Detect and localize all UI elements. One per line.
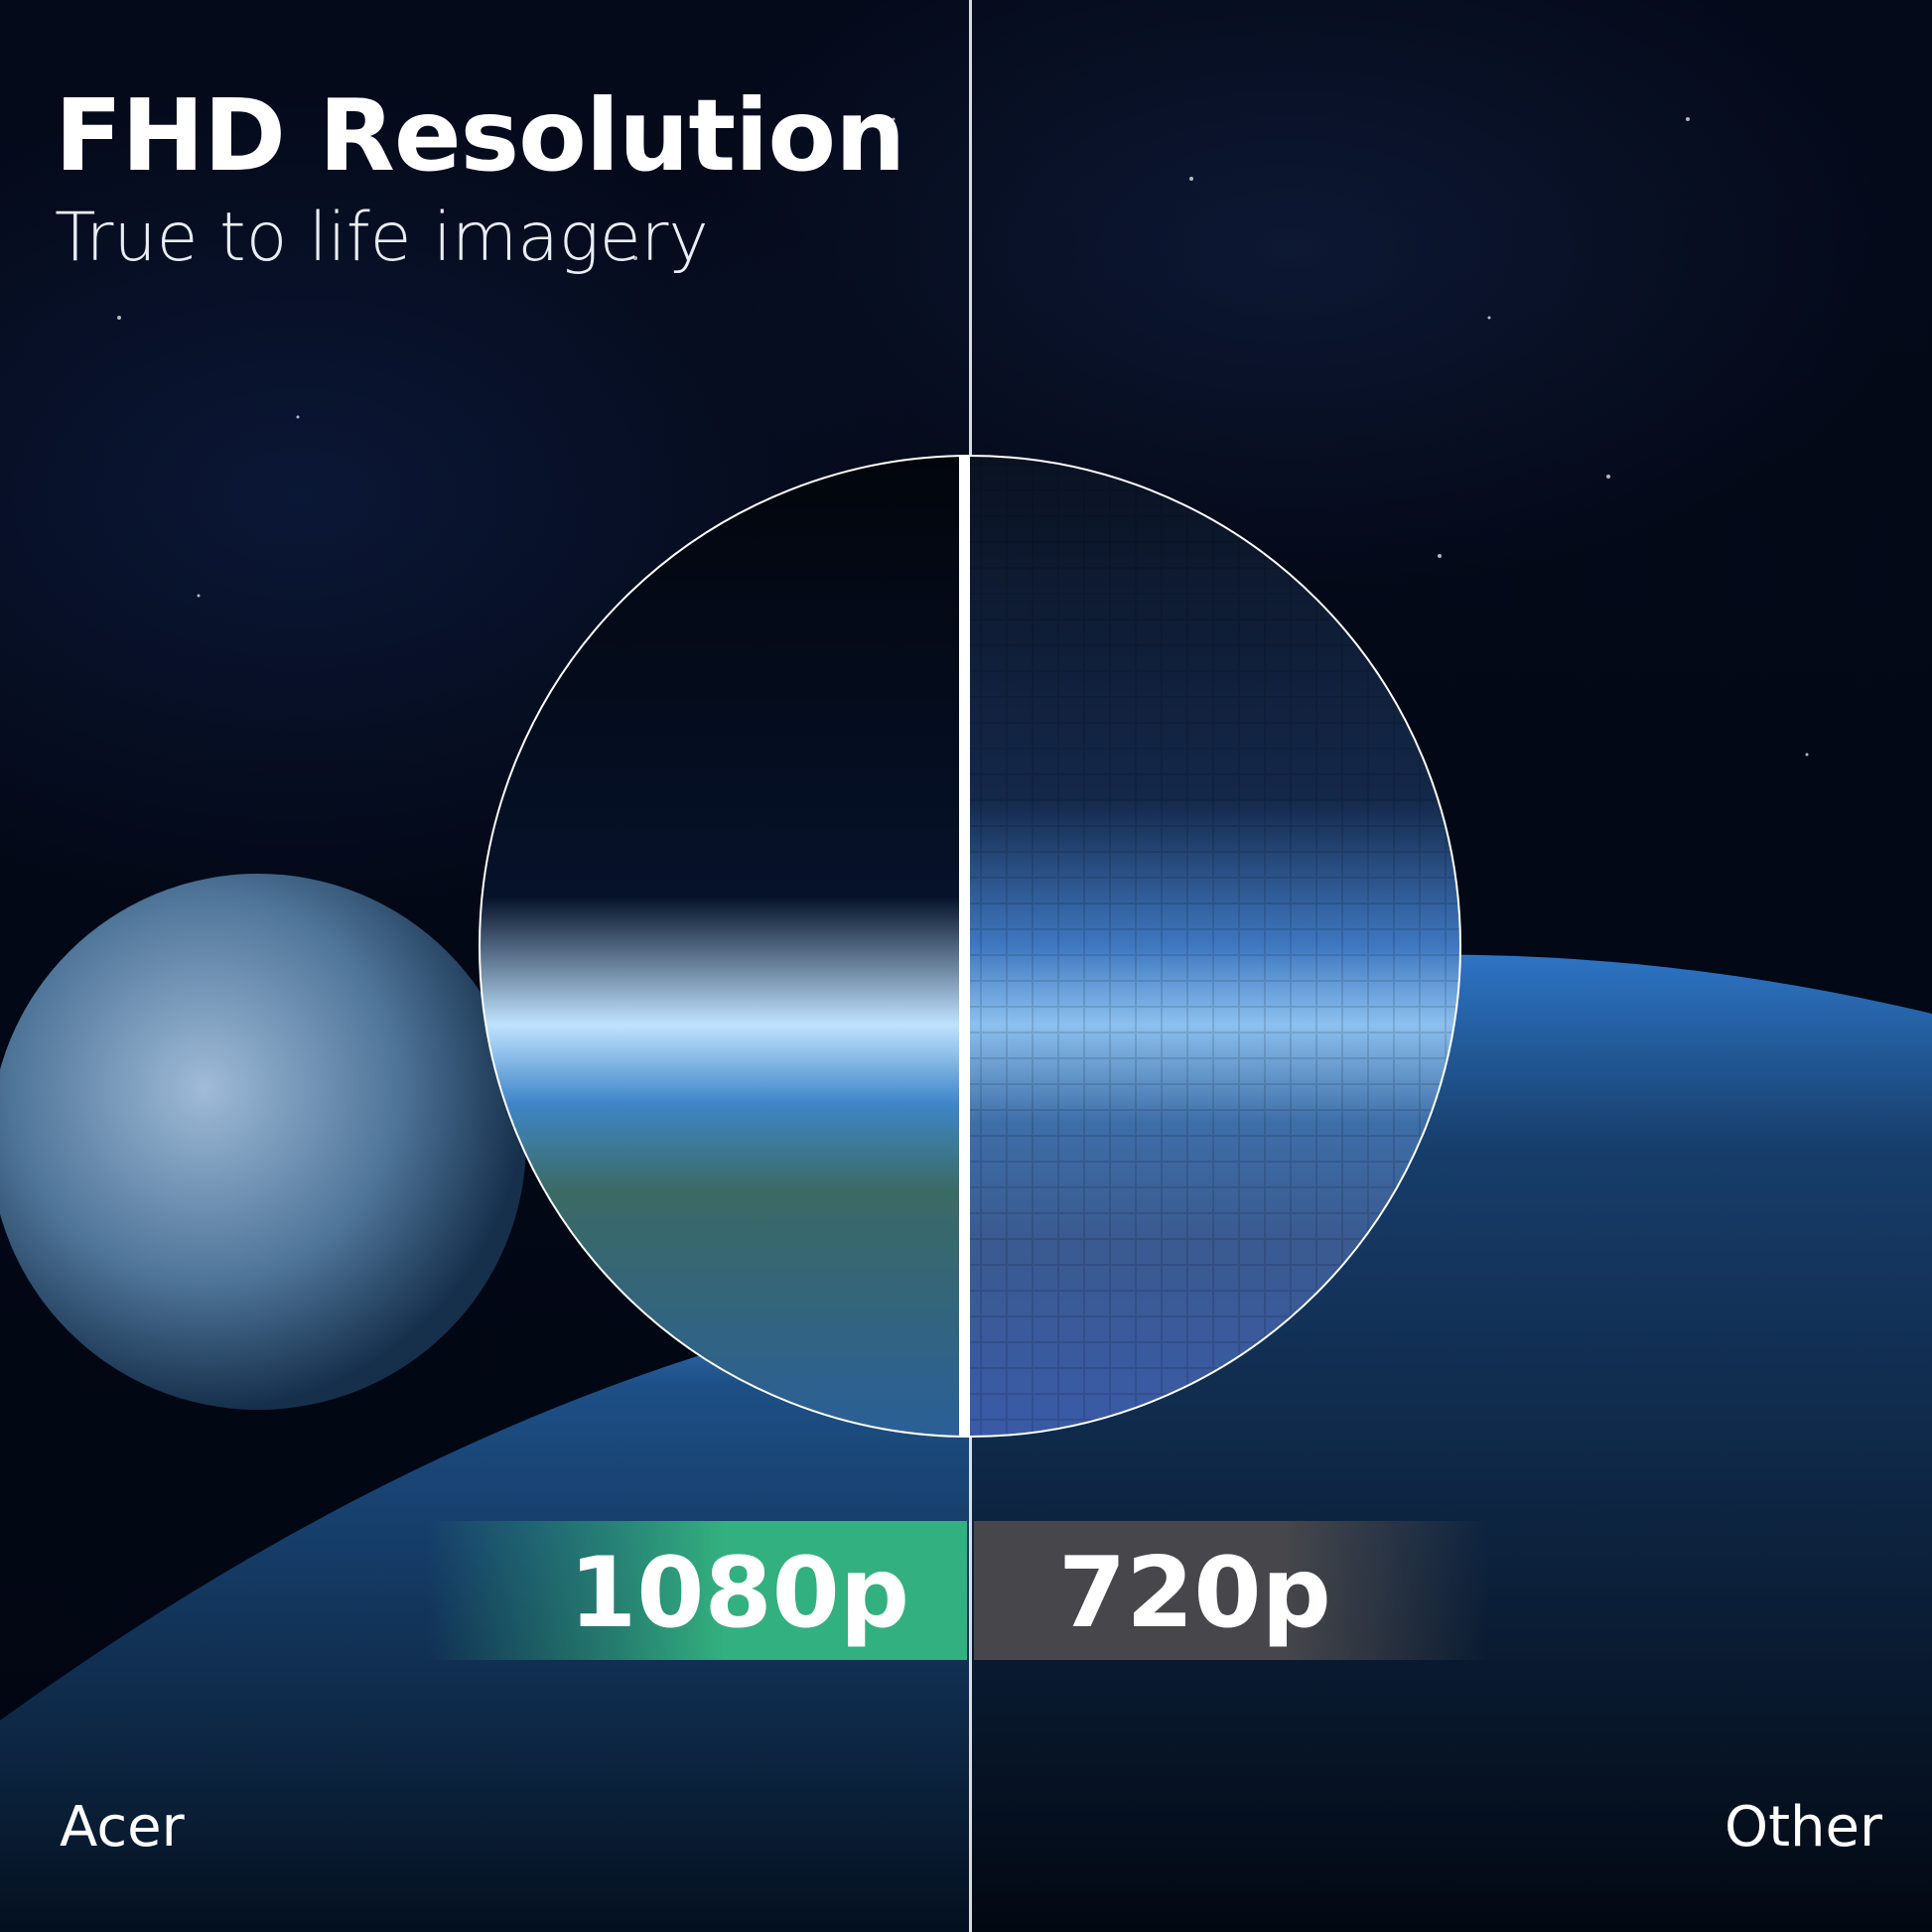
lens-divider: [959, 456, 970, 1437]
moon: [0, 874, 526, 1410]
acer-resolution-bar: [427, 1521, 967, 1660]
acer-label: Acer: [60, 1795, 185, 1860]
other-resolution-bar: [974, 1521, 1490, 1660]
other-label: Other: [1724, 1795, 1882, 1860]
other-resolution-label: 720p: [1058, 1537, 1331, 1650]
page-subtitle: True to life imagery: [55, 199, 709, 277]
stars: [117, 117, 1809, 757]
acer-resolution-label: 1080p: [569, 1537, 909, 1650]
page-title: FHD Resolution: [55, 77, 905, 194]
